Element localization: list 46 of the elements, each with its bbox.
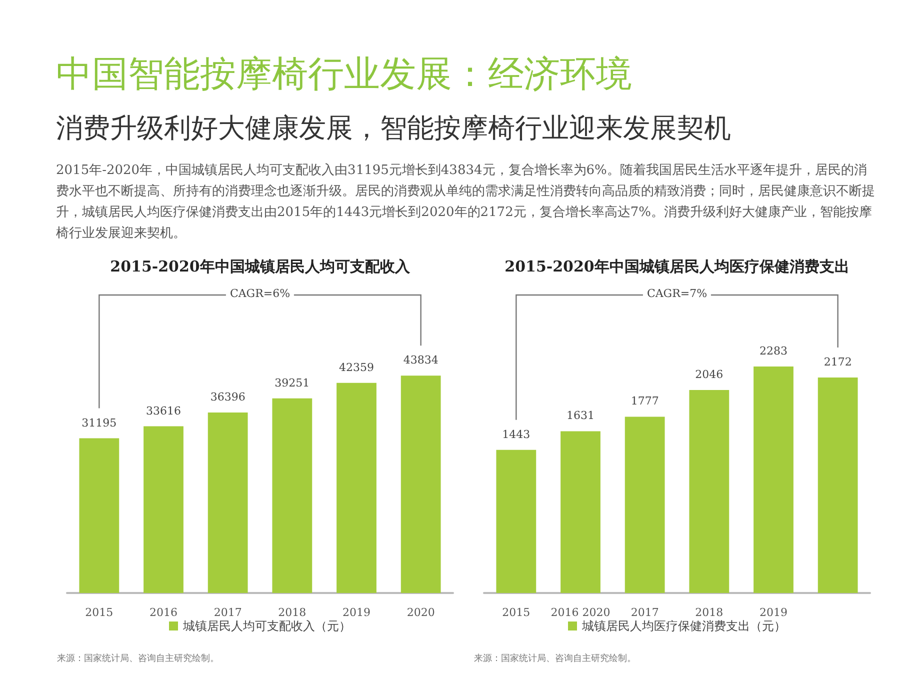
text: CAGR=7% xyxy=(642,287,712,300)
source-note: 来源：国家统计局、咨询自主研究绘制。 xyxy=(57,652,219,665)
bar xyxy=(754,366,794,593)
data-label: 1631 xyxy=(566,409,594,422)
x-tick-label: 2015 xyxy=(85,606,114,619)
legend-label: 城镇居民人均医疗保健消费支出（元） xyxy=(581,619,786,633)
x-tick-label: 2015 xyxy=(502,606,530,619)
legend-label: 城镇居民人均可支配收入（元） xyxy=(182,619,351,633)
bar xyxy=(624,416,665,593)
data-label: 2046 xyxy=(695,368,724,382)
data-label: 1777 xyxy=(630,394,659,408)
data-label: 33616 xyxy=(146,404,181,418)
data-label: 2172 xyxy=(824,356,852,369)
x-tick-label: 2018 xyxy=(278,606,306,619)
data-label: 36396 xyxy=(210,390,246,404)
data-label: 31195 xyxy=(82,416,117,430)
bar xyxy=(208,412,248,593)
bar xyxy=(144,426,184,593)
x-tick-label: 2019 xyxy=(342,606,370,619)
bar xyxy=(336,382,376,593)
bar xyxy=(400,376,441,593)
text: CAGR=6% xyxy=(226,287,294,300)
bar xyxy=(818,378,858,593)
x-tick-label: 2018 xyxy=(695,606,724,619)
bar xyxy=(496,450,536,593)
data-label: 39251 xyxy=(274,376,310,390)
text: 消费升级利好大健康发展，智能按摩椅行业迎来发展契机 xyxy=(56,112,731,146)
text: 中国智能按摩椅行业发展：经济环境 xyxy=(56,53,632,97)
bar xyxy=(560,431,600,593)
chart-title: 2015-2020年中国城镇居民人均可支配收入 xyxy=(110,258,411,276)
bar xyxy=(79,438,120,593)
x-tick-label: 2017 xyxy=(214,606,242,619)
x-tick-label: 2019 xyxy=(760,606,788,619)
text: 2015年-2020年，中国城镇居民人均可支配收入由31195元增长到43834元，复合增长率为6%。随着我国居民生活水平逐年提升，居民的消费水平也不断提高、所持有的消费理念也逐渐升级。居民的消费观从单纯的需求满足性消费转向高品质的精致消费；同时，居民健康意识不断提升，城镇居民人均医疗保健消费支出由2015年的1443元增长到2020年的2172元，复合增长率高达7%。消费升级利好大健康产业，智能按摩椅行业发展迎来契机。 xyxy=(56,162,876,243)
source-note: 来源：国家统计局、咨询自主研究绘制。 xyxy=(474,652,636,665)
bar xyxy=(272,398,312,593)
data-label: 2283 xyxy=(760,344,788,358)
x-tick-label: 2017 xyxy=(630,606,659,619)
x-tick-label: 2016 xyxy=(150,606,178,619)
data-label: 42359 xyxy=(339,360,374,374)
x-tick-label: 2016 2020 xyxy=(550,606,610,619)
data-label: 1443 xyxy=(502,428,530,441)
chart-title: 2015-2020年中国城镇居民人均医疗保健消费支出 xyxy=(504,258,850,276)
bar xyxy=(689,390,730,593)
data-label: 43834 xyxy=(403,354,438,367)
x-tick-label: 2020 xyxy=(406,606,435,619)
